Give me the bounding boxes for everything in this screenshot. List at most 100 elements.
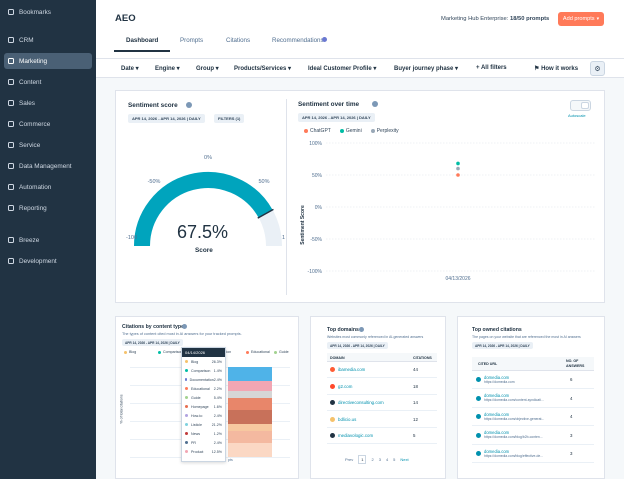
- page-3-button[interactable]: 3: [378, 457, 381, 462]
- filter-group[interactable]: Group ▾: [196, 66, 219, 72]
- filter-date[interactable]: Date ▾: [121, 66, 139, 72]
- sidebar-item-reporting[interactable]: Reporting: [4, 200, 92, 216]
- tooltip-row: Documentation 2.4%: [182, 375, 225, 384]
- tab-citations[interactable]: Citations: [226, 37, 251, 44]
- legend-item[interactable]: Guide: [274, 350, 289, 354]
- sidebar-item-commerce[interactable]: Commerce: [4, 116, 92, 132]
- prev-page-button[interactable]: Prev: [345, 457, 354, 462]
- legend-item[interactable]: Perplexity: [370, 128, 399, 134]
- page-2-button[interactable]: 2: [371, 457, 374, 462]
- answers-count: 4: [570, 395, 573, 401]
- table-row: domedia.com https://domedia.com/blog/effe…: [472, 445, 594, 463]
- tooltip-label: Comparison: [191, 368, 211, 373]
- bar-segment[interactable]: [228, 397, 272, 410]
- cited-page-link[interactable]: domedia.com: [484, 393, 510, 398]
- top-bar: AEO Marketing Hub Enterprise: 18/50 prom…: [96, 0, 624, 58]
- legend-dot-icon: [246, 350, 249, 354]
- cited-page-link[interactable]: domedia.com: [484, 448, 510, 454]
- pagination: Prev 1 2 3 4 5 Next: [345, 455, 409, 464]
- cited-page-link[interactable]: domedia.com: [484, 374, 510, 380]
- y-axis-tick: 100%: [309, 141, 322, 147]
- how-it-works-button[interactable]: ⚑ How it works: [534, 66, 579, 72]
- sidebar-item-development[interactable]: Development: [4, 253, 92, 269]
- sidebar-item-sales[interactable]: Sales: [4, 95, 92, 111]
- domain-link[interactable]: ibamedia.com: [338, 367, 366, 372]
- date-range-pill[interactable]: APR 14, 2026 - APR 14, 2026 | DAILY: [122, 339, 183, 346]
- tooltip-value: 1.2%: [213, 431, 222, 436]
- domain-link[interactable]: bdlicio.us: [338, 416, 357, 422]
- bookmark-icon: [8, 9, 14, 15]
- domain-link[interactable]: mediavologic.com: [338, 433, 374, 438]
- sidebar-item-service[interactable]: Service: [4, 137, 92, 153]
- plus-icon: +: [476, 65, 480, 71]
- tooltip-row: Blog 26.3%: [182, 357, 225, 366]
- tab-dashboard[interactable]: Dashboard: [126, 37, 159, 44]
- sidebar: Bookmarks CRM Marketing Content Sales Commerc…: [0, 0, 96, 479]
- tooltip-label: Guide: [191, 395, 201, 400]
- sentiment-score-label: Score: [195, 247, 213, 254]
- service-icon: [8, 142, 14, 148]
- bar-segment[interactable]: [228, 409, 272, 424]
- filter-products-services[interactable]: Products/Services ▾: [234, 66, 292, 72]
- next-page-button[interactable]: Next: [400, 457, 409, 462]
- date-range-pill[interactable]: APR 14, 2026 - APR 14, 2026 | DAILY: [128, 114, 205, 123]
- bar-segment[interactable]: [228, 431, 272, 443]
- bar-segment[interactable]: [228, 381, 272, 391]
- date-range-pill[interactable]: APR 14, 2026 - APR 14, 2026 | DAILY: [472, 342, 533, 349]
- add-prompts-button[interactable]: Add prompts ▾: [558, 12, 604, 26]
- cited-page-link[interactable]: domedia.com: [484, 411, 510, 417]
- page-1-button[interactable]: 1: [358, 455, 367, 464]
- domain-link[interactable]: g2.com: [338, 383, 353, 389]
- y-axis-tick: -50%: [310, 237, 322, 243]
- x-axis-tick: 04/13/2026: [445, 276, 470, 282]
- sidebar-item-bookmarks[interactable]: Bookmarks: [4, 4, 92, 20]
- table-row: domedia.com https://domedia.com/objective…: [472, 408, 594, 426]
- legend-label: ChatGPT: [310, 128, 331, 134]
- filter-buyer-journey-phase[interactable]: Buyer journey phase ▾: [394, 66, 459, 72]
- gauge-tick-neg100: -100: [126, 235, 137, 241]
- y-axis-tick: 50%: [312, 173, 323, 179]
- col-answers: NO. OF ANSWERS: [566, 359, 585, 368]
- legend-item[interactable]: Gemini: [339, 128, 362, 134]
- filter-engine[interactable]: Engine ▾: [155, 66, 180, 72]
- sidebar-item-data-management[interactable]: Data Management: [4, 158, 92, 174]
- stacked-bar[interactable]: [228, 367, 272, 457]
- legend-dot-icon: [185, 378, 187, 381]
- page-5-button[interactable]: 5: [393, 457, 396, 462]
- bar-segment[interactable]: [228, 367, 272, 382]
- tooltip-rows: Blog 26.3% Comparison 1.4% Documentation 2.4%…: [182, 357, 225, 456]
- data-point-gemini[interactable]: [456, 161, 460, 166]
- tab-prompts[interactable]: Prompts: [180, 37, 204, 44]
- info-icon: [182, 324, 187, 329]
- filter-ideal-customer-profile[interactable]: Ideal Customer Profile ▾: [308, 66, 377, 72]
- all-filters-button[interactable]: + All filters: [476, 65, 507, 71]
- sidebar-item-breeze[interactable]: Breeze: [4, 232, 92, 248]
- domain-link[interactable]: directiveconsulting.com: [338, 400, 384, 405]
- date-range-pill[interactable]: APR 14, 2026 - APR 14, 2026 | DAILY: [298, 113, 375, 122]
- cited-page-link[interactable]: domedia.com: [484, 430, 510, 435]
- legend-item[interactable]: Blog: [124, 350, 136, 354]
- legend-item[interactable]: Educational: [246, 350, 270, 354]
- y-axis-tick: 0%: [315, 205, 323, 211]
- filters-pill[interactable]: FILTERS (1): [214, 114, 245, 123]
- settings-button[interactable]: ⚙: [590, 61, 605, 76]
- bar-segment[interactable]: [228, 390, 272, 398]
- legend-item[interactable]: Comparison: [158, 350, 182, 354]
- tooltip-label: News: [191, 431, 200, 436]
- date-range-pill[interactable]: APR 14, 2026 - APR 14, 2026 | DAILY: [327, 342, 388, 349]
- autoscale-toggle[interactable]: [570, 100, 591, 111]
- tab-recommendations[interactable]: Recommendations: [272, 37, 324, 44]
- data-point-chatgpt[interactable]: [456, 173, 460, 177]
- data-point-perplexity[interactable]: [456, 166, 460, 171]
- legend-item[interactable]: ChatGPT: [304, 128, 331, 134]
- filter-bar: Date ▾ Engine ▾ Group ▾ Products/Service…: [96, 58, 624, 78]
- sidebar-item-automation[interactable]: Automation: [4, 179, 92, 195]
- bar-segment[interactable]: [228, 442, 272, 457]
- domain-favicon-icon: [330, 367, 335, 372]
- sidebar-item-crm[interactable]: CRM: [4, 32, 92, 48]
- sidebar-item-content[interactable]: Content: [4, 74, 92, 90]
- bar-segment[interactable]: [228, 423, 272, 431]
- sidebar-item-marketing[interactable]: Marketing: [4, 53, 92, 69]
- legend-dot-icon: [185, 441, 188, 444]
- page-4-button[interactable]: 4: [385, 457, 389, 462]
